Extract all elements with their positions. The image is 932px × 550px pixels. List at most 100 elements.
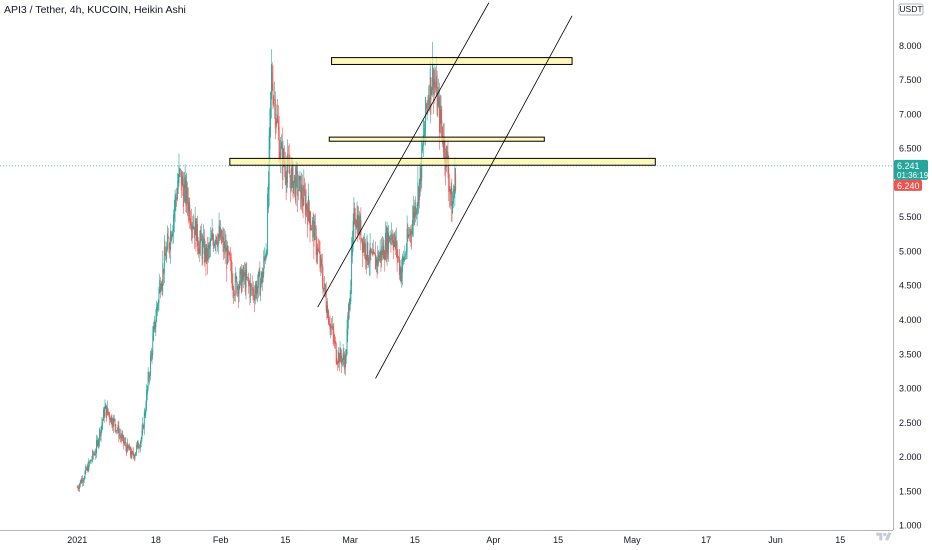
candle-body (122, 434, 124, 437)
candle-body (403, 257, 405, 261)
candle-body (283, 152, 285, 164)
candle-body (339, 347, 341, 362)
candle-body (188, 202, 190, 211)
candle-body (126, 445, 128, 454)
candle-body (347, 315, 349, 336)
candle-body (185, 179, 187, 206)
candle-body (253, 290, 255, 297)
candle-body (211, 232, 213, 239)
candle-body (107, 408, 109, 414)
candle-body (290, 175, 292, 193)
candle-body (218, 226, 220, 238)
candle-body (399, 267, 401, 271)
candle-body (126, 442, 128, 452)
candle-body (395, 236, 397, 250)
candle-body (131, 450, 133, 457)
last-price-label: 6.241 (897, 161, 920, 171)
candle-body (310, 225, 312, 229)
candle-body (422, 144, 423, 151)
candle-body (164, 253, 166, 256)
candle-body (351, 245, 353, 286)
candle-body (247, 276, 249, 278)
candle-body (328, 310, 329, 324)
channel-trendline[interactable] (317, 2, 490, 308)
currency-box (898, 3, 924, 16)
candle-body (135, 451, 137, 456)
y-tick-label: 4.000 (899, 315, 922, 325)
candle-body (395, 241, 397, 247)
candle-body (453, 189, 455, 198)
candle-body (242, 267, 244, 280)
candle-body (405, 254, 407, 256)
candle-body (82, 480, 84, 482)
candle-body (288, 159, 290, 174)
candle-body (342, 353, 344, 360)
candle-body (454, 167, 456, 192)
candle-body (440, 109, 442, 124)
candle-body (133, 452, 134, 456)
candle-body (334, 339, 336, 342)
candle-body (173, 207, 175, 219)
candle-body (259, 271, 261, 296)
candle-body (158, 289, 160, 304)
candle-body (348, 304, 349, 321)
y-tick-label: 4.500 (899, 281, 922, 291)
candle-body (439, 96, 440, 133)
candle-body (210, 238, 212, 241)
resistance-zone[interactable] (229, 157, 656, 166)
candle-body (203, 238, 205, 263)
candle-body (331, 326, 333, 328)
candle-body (449, 186, 450, 192)
candle-body (412, 220, 413, 235)
candle-body (378, 254, 380, 263)
candle-body (406, 228, 408, 252)
candle-body (182, 178, 184, 188)
candle-body (170, 231, 171, 251)
candle-body (79, 480, 81, 486)
candle-body (357, 217, 359, 238)
resistance-zone[interactable] (328, 136, 545, 142)
candle-body (144, 412, 146, 416)
candle-body (171, 233, 173, 240)
candle-body (204, 245, 206, 257)
candle-body (348, 308, 350, 311)
candle-body (337, 362, 339, 364)
candle-body (397, 254, 399, 259)
candle-body (233, 288, 235, 297)
candle-body (298, 176, 300, 191)
candle-body (254, 294, 255, 301)
candle-body (392, 234, 393, 243)
candle-body (362, 240, 364, 250)
channel-trendline[interactable] (375, 15, 573, 379)
candle-body (405, 250, 407, 255)
candle-body (428, 95, 430, 105)
candle-body (364, 241, 366, 250)
candle-body (415, 206, 417, 217)
candle-body (400, 268, 402, 282)
candle-body (402, 256, 404, 261)
candle-body (99, 429, 101, 442)
candle-body (438, 95, 440, 101)
candle-body (113, 419, 115, 420)
candle-body (340, 350, 342, 358)
candle-body (331, 326, 333, 328)
candle-body (123, 441, 125, 444)
candle-body (349, 298, 351, 311)
candle-body (434, 81, 436, 85)
candle-body (161, 283, 163, 290)
candle-body (334, 340, 336, 344)
candle-body (446, 151, 448, 153)
candle-body (387, 233, 389, 255)
candle-body (192, 226, 194, 229)
candle-body (318, 250, 320, 252)
candle-body (418, 179, 420, 200)
candle-body (429, 68, 431, 105)
candle-body (174, 195, 176, 211)
candle-body (444, 139, 446, 163)
candle-body (291, 167, 292, 189)
candle-body (114, 419, 116, 427)
candle-body (138, 446, 140, 448)
resistance-zone[interactable] (331, 57, 573, 65)
candle-body (240, 267, 242, 275)
